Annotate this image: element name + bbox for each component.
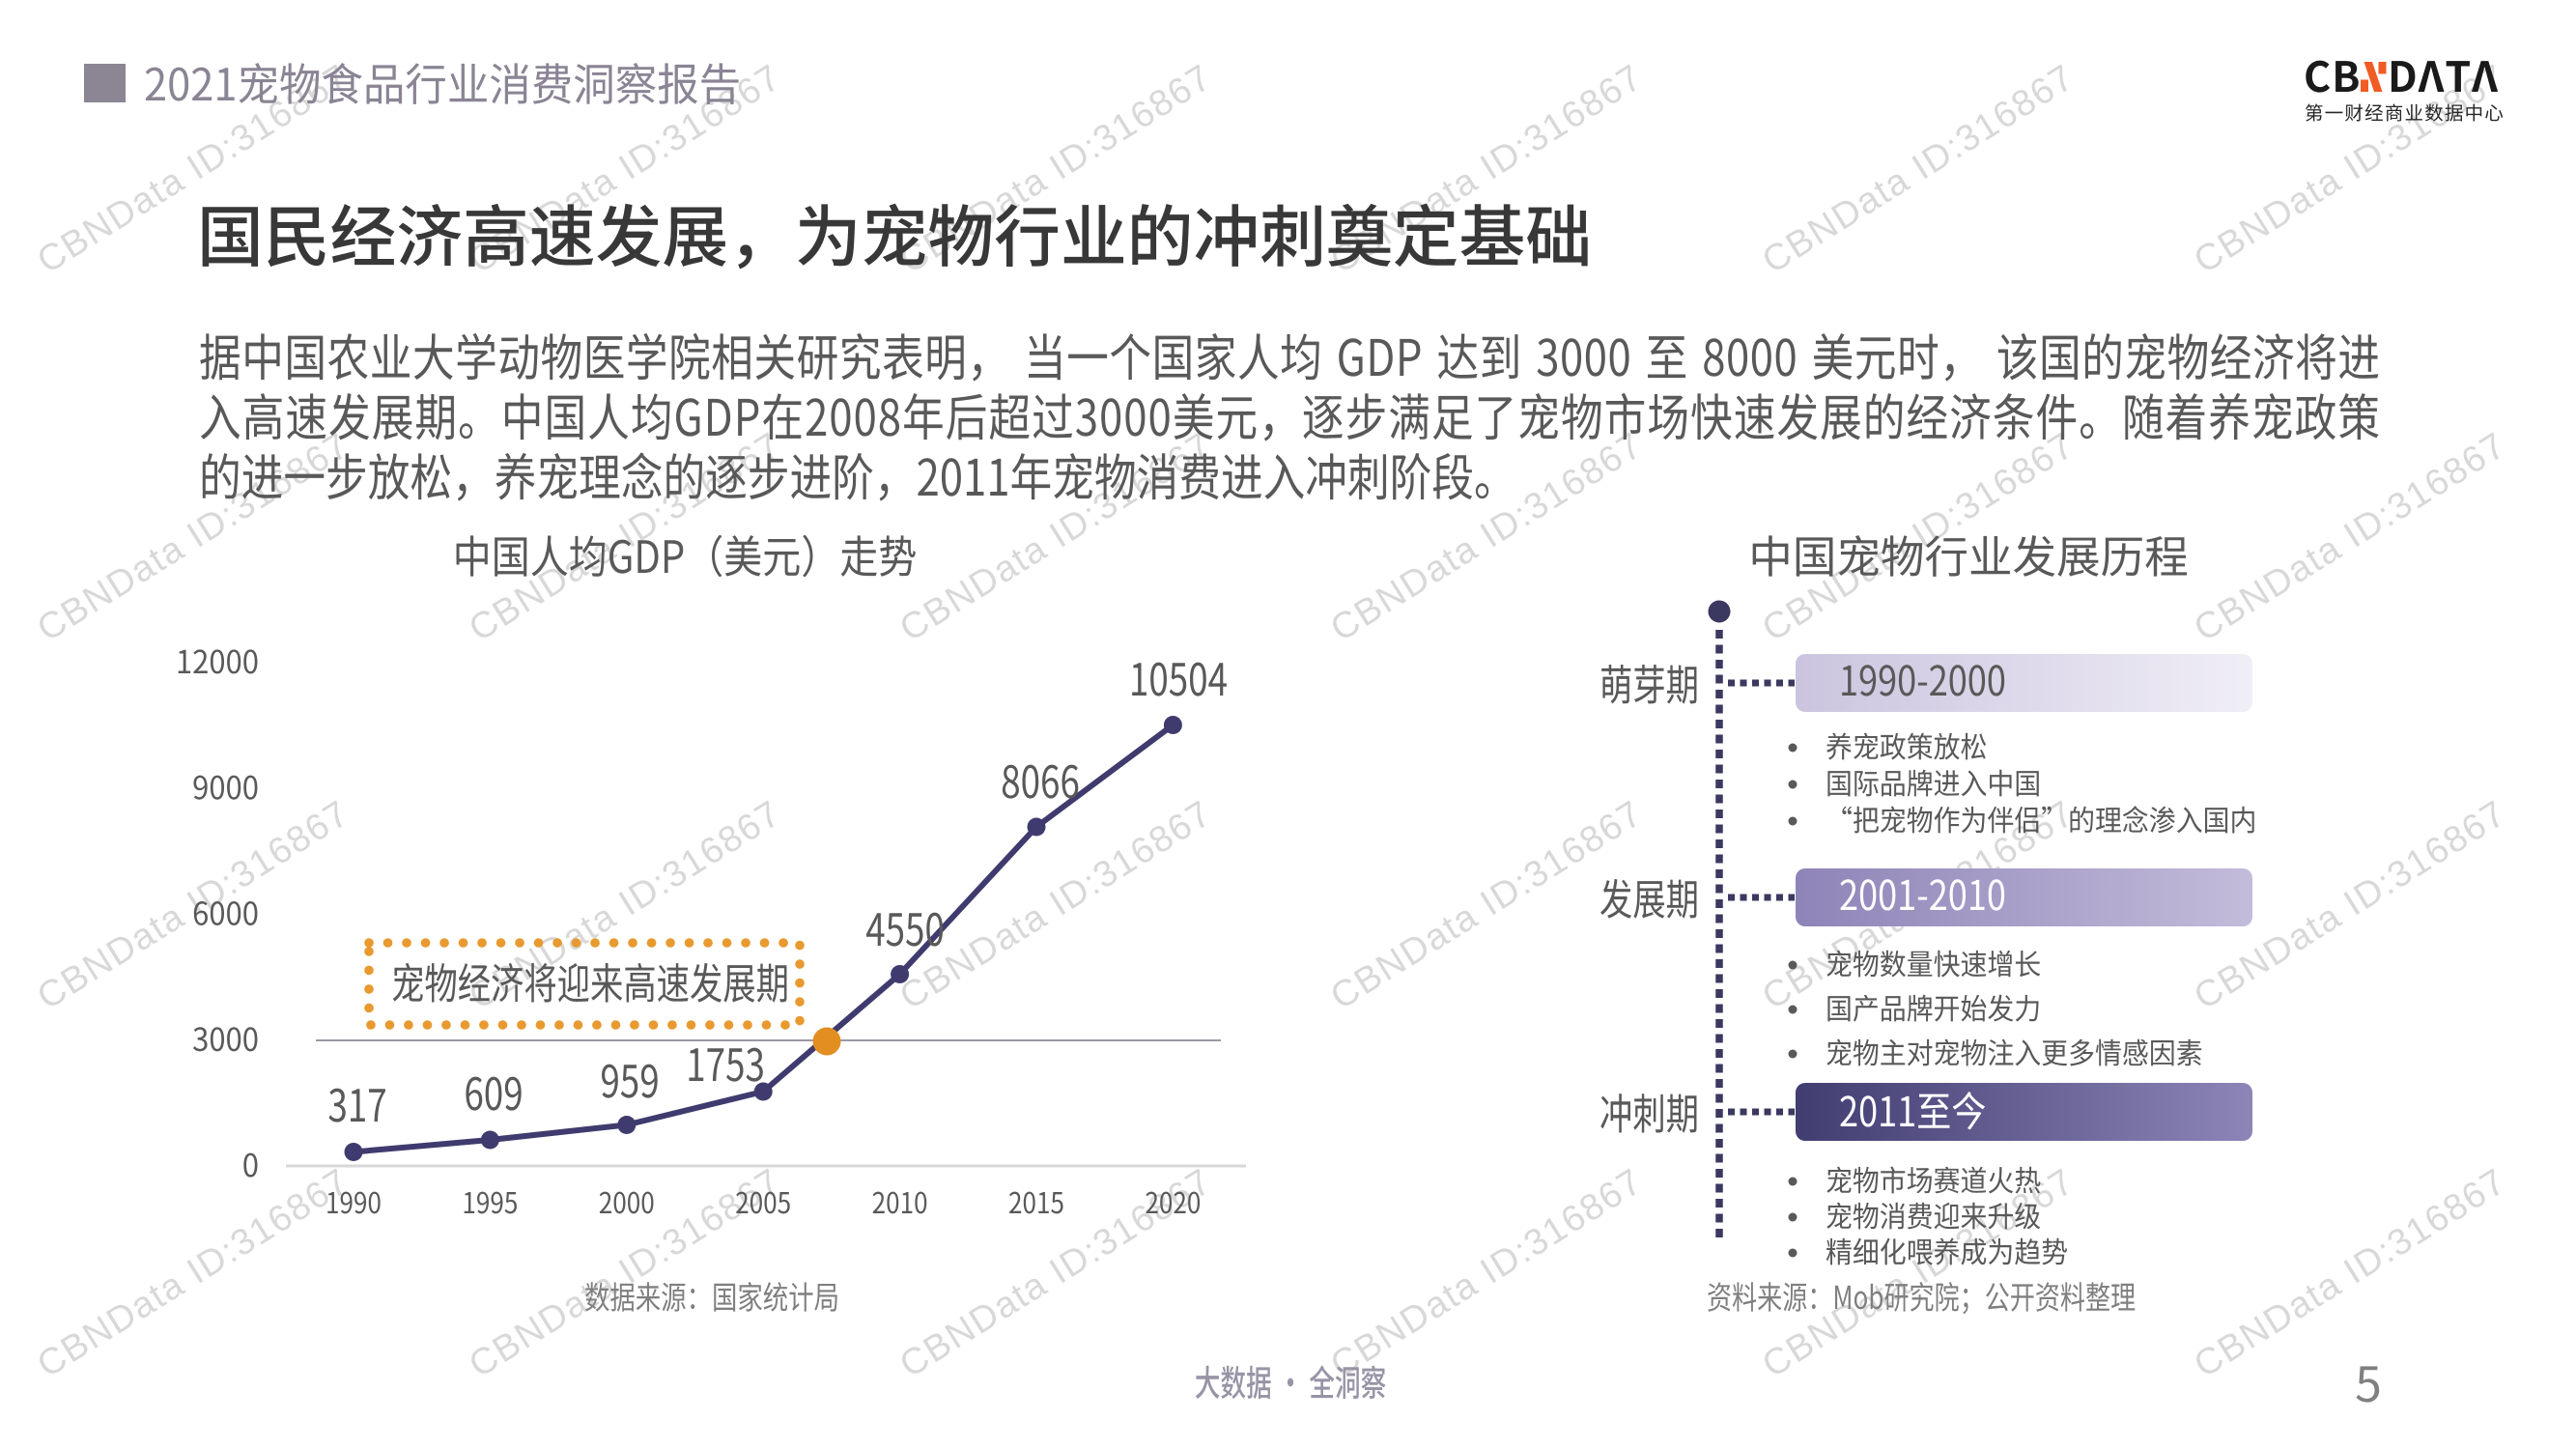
svg-text:CBNData ID:316867: CBNData ID:316867: [463, 1161, 789, 1386]
svg-text:CBNData ID:316867: CBNData ID:316867: [1324, 425, 1651, 650]
svg-text:CBNData ID:316867: CBNData ID:316867: [893, 57, 1220, 282]
svg-text:CBNData ID:316867: CBNData ID:316867: [31, 425, 357, 650]
svg-text:CBNData ID:316867: CBNData ID:316867: [893, 793, 1220, 1018]
svg-text:CBNData ID:316867: CBNData ID:316867: [31, 1161, 357, 1386]
svg-text:CBNData ID:316867: CBNData ID:316867: [1756, 1161, 2082, 1386]
svg-text:CBNData ID:316867: CBNData ID:316867: [1756, 57, 2082, 282]
svg-text:CBNData ID:316867: CBNData ID:316867: [2188, 425, 2514, 650]
svg-text:CBNData ID:316867: CBNData ID:316867: [31, 793, 357, 1018]
svg-text:CBNData ID:316867: CBNData ID:316867: [2188, 1161, 2514, 1386]
svg-text:CBNData ID:316867: CBNData ID:316867: [463, 793, 789, 1018]
svg-text:CBNData ID:316867: CBNData ID:316867: [1324, 1161, 1651, 1386]
svg-text:CBNData ID:316867: CBNData ID:316867: [893, 425, 1220, 650]
svg-text:CBNData ID:316867: CBNData ID:316867: [1324, 793, 1651, 1018]
